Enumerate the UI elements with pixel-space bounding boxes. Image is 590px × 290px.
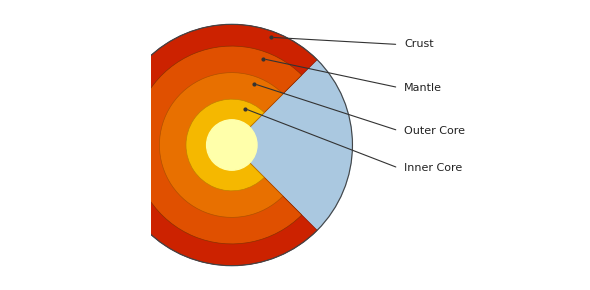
Ellipse shape	[210, 53, 225, 65]
Text: Crust: Crust	[404, 39, 434, 50]
Text: Outer Core: Outer Core	[404, 126, 465, 136]
Ellipse shape	[182, 73, 202, 90]
Ellipse shape	[235, 165, 252, 194]
Wedge shape	[133, 46, 301, 244]
Ellipse shape	[255, 193, 277, 211]
Wedge shape	[186, 99, 264, 191]
Wedge shape	[111, 24, 317, 266]
Ellipse shape	[184, 85, 222, 136]
Ellipse shape	[203, 148, 226, 188]
Wedge shape	[159, 72, 283, 218]
Circle shape	[111, 24, 352, 266]
Text: Inner Core: Inner Core	[404, 163, 463, 173]
Circle shape	[206, 120, 257, 170]
Text: Mantle: Mantle	[404, 83, 442, 93]
